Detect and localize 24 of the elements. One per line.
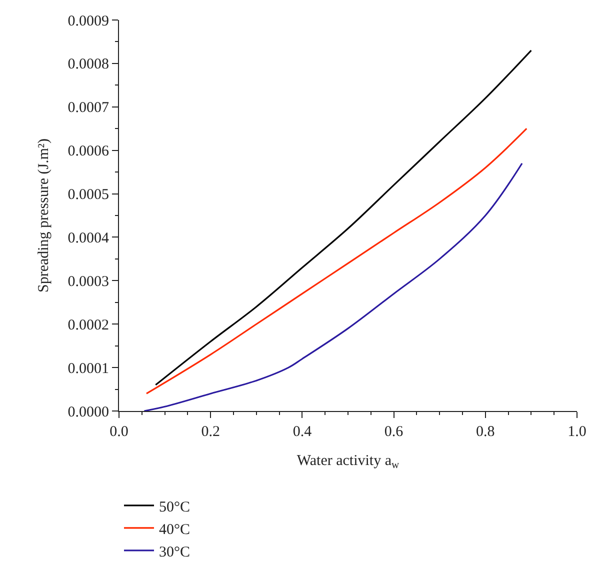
y-axis-title: Spreading pressure (J.m²) (36, 138, 52, 293)
x-tick-label: 0.6 (384, 424, 404, 440)
line-series (143, 162, 523, 411)
legend-label: 40°C (159, 522, 190, 538)
line-series (146, 128, 528, 394)
x-tick-label: 0.8 (476, 424, 495, 440)
y-tick-label: 0.0003 (68, 274, 109, 290)
x-tick-label: 0.4 (292, 424, 312, 440)
y-tick-label: 0.0002 (68, 317, 109, 334)
y-tick-label: 0.0005 (68, 187, 109, 204)
y-tick-label: 0.0008 (68, 56, 109, 73)
legend-label: 50°C (159, 499, 190, 516)
x-axis-title: Water activity a$_{w}$ (296, 453, 400, 472)
y-tick-label: 0.0009 (68, 13, 109, 30)
y-tick-label: 0.0007 (68, 100, 110, 116)
line-series (154, 50, 532, 386)
x-tick-label: 0.0 (110, 424, 128, 440)
legend-label: 30°C (159, 544, 190, 560)
x-tick-label: 0.2 (201, 424, 220, 440)
y-tick-label: 0.0006 (68, 144, 110, 160)
x-tick-label: 1.0 (568, 424, 586, 440)
y-tick-label: 0.0004 (68, 230, 110, 246)
y-tick-label: 0.0001 (68, 360, 109, 377)
y-tick-label: 0.0000 (68, 404, 109, 420)
